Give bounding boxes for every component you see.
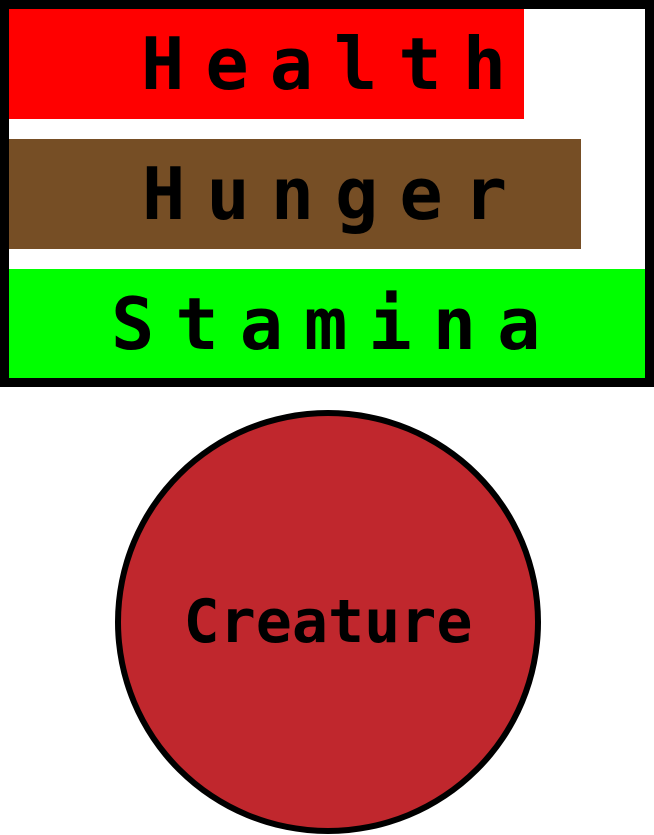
stamina-bar: Stamina	[9, 269, 645, 378]
hunger-bar: Hunger	[9, 139, 581, 249]
stamina-label: Stamina	[111, 281, 562, 366]
hunger-label: Hunger	[142, 152, 529, 236]
health-bar: Health	[9, 9, 524, 119]
creature[interactable]: Creature	[115, 410, 541, 834]
health-label: Health	[141, 22, 528, 106]
stats-panel: Health Hunger Stamina	[0, 0, 654, 387]
creature-label: Creature	[183, 587, 473, 657]
